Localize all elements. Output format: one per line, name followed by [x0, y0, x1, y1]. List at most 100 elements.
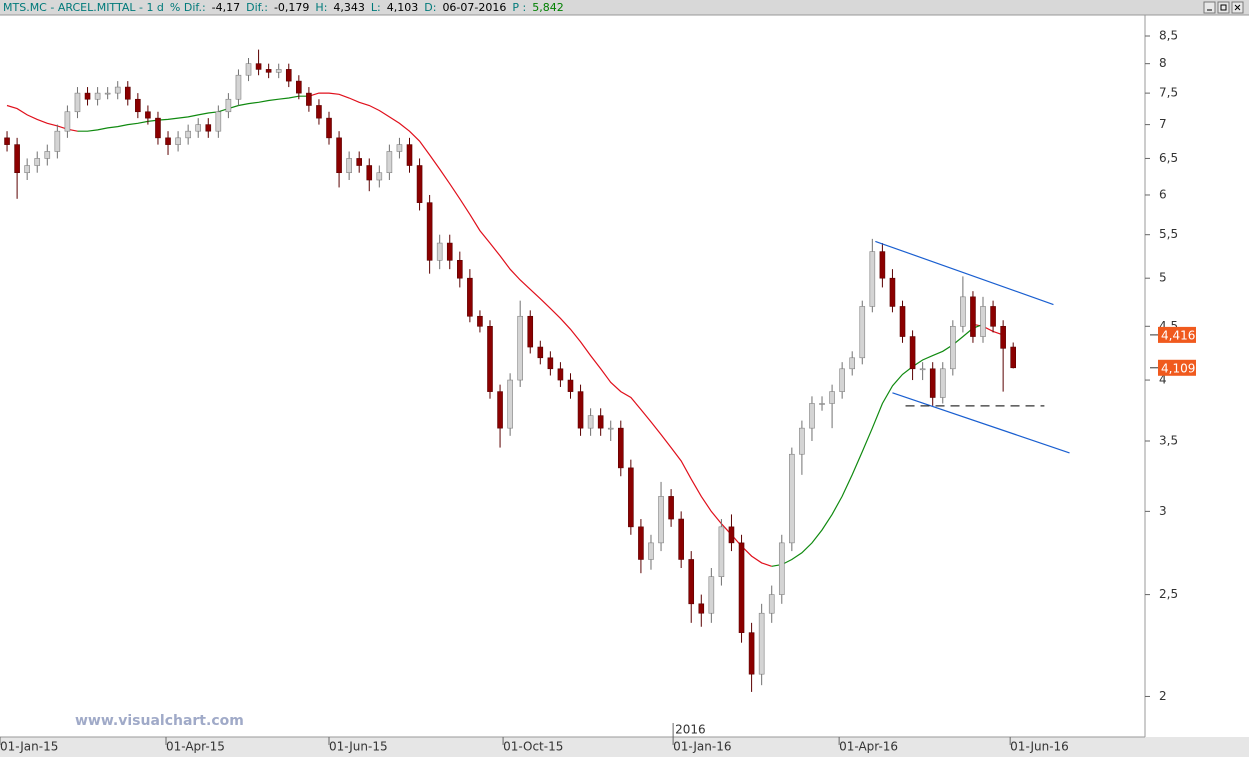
price-label: 4,416	[1161, 328, 1195, 342]
candle-body	[1010, 346, 1016, 369]
candle-body	[819, 403, 825, 405]
candle-body	[346, 158, 352, 174]
candle-body	[869, 251, 876, 307]
year-marker-label: 2016	[675, 723, 706, 737]
header-item: -4,17	[212, 1, 240, 14]
candle-body	[678, 518, 684, 560]
moving-average-line	[77, 95, 984, 567]
candle-body	[436, 242, 443, 261]
maximize-icon	[1220, 4, 1227, 11]
candle-body	[4, 137, 10, 145]
header-item: H:	[315, 1, 327, 14]
y-tick-label: 2,5	[1159, 587, 1178, 601]
candle-body	[497, 391, 503, 429]
candle-body	[245, 63, 252, 76]
candle-body	[64, 111, 71, 132]
header-item: 4,343	[333, 1, 365, 14]
x-tick-label: 01-Apr-15	[166, 740, 225, 754]
candle-body	[507, 379, 513, 429]
candle-body	[688, 559, 695, 605]
header-item: L:	[371, 1, 381, 14]
candle-body	[607, 427, 614, 430]
candle-body	[839, 368, 845, 392]
candle-body	[668, 496, 674, 520]
x-axis-strip	[0, 737, 1249, 757]
candle-body	[758, 612, 765, 675]
header-item: P :	[512, 1, 526, 14]
candle-body	[135, 98, 141, 113]
trendline	[875, 240, 1054, 306]
candle-body	[255, 63, 262, 70]
x-tick-label: 01-Jun-16	[1010, 740, 1069, 754]
candle-body	[386, 151, 393, 174]
candle-body	[980, 306, 986, 337]
candle-body	[829, 391, 835, 404]
candle-body	[326, 117, 332, 139]
window-buttons[interactable]	[1203, 1, 1244, 14]
y-tick-label: 2	[1159, 689, 1167, 703]
candle-body	[648, 542, 654, 560]
candle-body	[175, 137, 181, 145]
candle-body	[336, 137, 342, 174]
x-tick-label: 01-Jan-15	[0, 740, 58, 754]
candle-body	[658, 496, 664, 544]
header-item: 5,842	[532, 1, 564, 14]
candle-body	[34, 158, 41, 166]
trendline	[892, 392, 1070, 454]
price-label: 4,109	[1161, 361, 1195, 375]
candle-body	[44, 151, 51, 159]
candle-body	[24, 165, 30, 174]
candle-body	[638, 526, 644, 560]
y-tick-label: 6,5	[1159, 151, 1178, 165]
candle-body	[738, 542, 745, 633]
close-icon	[1234, 4, 1241, 11]
candle-body	[487, 325, 493, 392]
candle-body	[215, 111, 222, 132]
candle-body	[306, 92, 312, 106]
y-tick-label: 7	[1159, 117, 1167, 131]
candle-body	[698, 603, 705, 614]
header-item: -0,179	[274, 1, 309, 14]
watermark: www.visualchart.com	[75, 713, 244, 729]
candle-body	[1000, 325, 1006, 349]
y-tick-label: 6	[1159, 187, 1167, 201]
candle-body	[909, 336, 916, 370]
candle-body	[537, 346, 544, 359]
minimize-button[interactable]	[1203, 1, 1216, 14]
candle-body	[285, 69, 292, 82]
candle-body	[748, 632, 755, 675]
header-item: % Dif.:	[170, 1, 206, 14]
x-tick-label: 01-Jun-15	[329, 740, 388, 754]
x-tick-label: 01-Oct-15	[503, 740, 563, 754]
candle-body	[235, 74, 242, 100]
candle-body	[970, 296, 976, 337]
candle-body	[617, 427, 624, 469]
candle-body	[225, 98, 232, 113]
candle-body	[547, 357, 554, 370]
y-tick-label: 8	[1159, 56, 1167, 70]
candle-body	[899, 306, 906, 337]
maximize-button[interactable]	[1217, 1, 1230, 14]
candle-body	[768, 594, 775, 614]
candle-body	[517, 315, 523, 381]
candle-body	[950, 325, 956, 370]
candle-body	[114, 86, 121, 94]
y-tick-label: 5,5	[1159, 227, 1178, 241]
header-item: Dif.:	[246, 1, 268, 14]
candle-body	[778, 542, 785, 595]
plot-area	[4, 49, 1070, 692]
candle-body	[597, 415, 604, 429]
y-tick-label: 4	[1159, 373, 1167, 387]
x-tick-label: 01-Apr-16	[839, 740, 898, 754]
candle-body	[960, 296, 966, 327]
candle-body	[789, 453, 795, 544]
y-tick-label: 7,5	[1159, 86, 1178, 100]
candle-body	[919, 368, 926, 371]
candle-body	[396, 144, 403, 152]
y-tick-label: 8,5	[1159, 28, 1178, 42]
candle-body	[14, 144, 20, 174]
candle-body	[467, 277, 473, 317]
candle-body	[799, 427, 805, 455]
candle-body	[879, 251, 886, 279]
candle-body	[939, 368, 946, 398]
